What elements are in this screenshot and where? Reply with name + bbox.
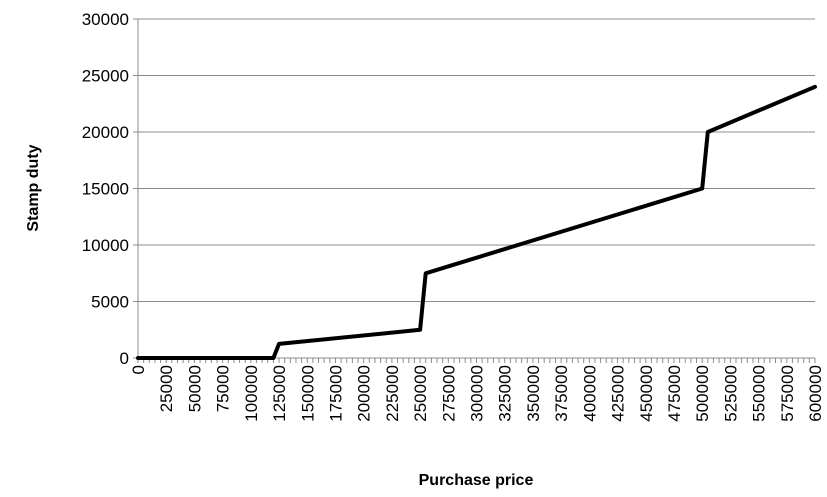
x-tick-label: 75000	[214, 365, 233, 412]
x-axis-title: Purchase price	[419, 472, 534, 489]
series-line	[136, 84, 817, 360]
x-tick-label: 125000	[270, 365, 289, 422]
x-tick-label: 400000	[580, 365, 599, 422]
gridlines	[138, 18, 815, 302]
y-tick-label: 5000	[91, 293, 129, 312]
x-tick-label: 575000	[778, 365, 797, 422]
x-tick-label: 100000	[242, 365, 261, 422]
x-tick-label: 475000	[665, 365, 684, 422]
x-tick-label: 200000	[355, 365, 374, 422]
x-tick-label: 525000	[721, 365, 740, 422]
series-group	[136, 84, 817, 360]
axes	[133, 18, 816, 363]
y-tick-label: 30000	[82, 10, 129, 29]
x-tick-label: 225000	[383, 365, 402, 422]
x-tick-label: 25000	[157, 365, 176, 412]
x-tick-label: 450000	[637, 365, 656, 422]
y-tick-label: 25000	[82, 67, 129, 86]
y-axis-title: Stamp duty	[25, 144, 42, 231]
y-tick-label: 20000	[82, 123, 129, 142]
x-tick-label: 550000	[750, 365, 769, 422]
x-tick-label: 350000	[524, 365, 543, 422]
x-tick-label: 375000	[552, 365, 571, 422]
x-tick-label: 425000	[609, 365, 628, 422]
x-tick-label: 50000	[185, 365, 204, 412]
x-tick-label: 175000	[326, 365, 345, 422]
x-tick-label: 500000	[693, 365, 712, 422]
x-tick-label: 300000	[468, 365, 487, 422]
x-tick-label: 150000	[298, 365, 317, 422]
y-tick-label: 0	[120, 349, 129, 368]
y-tick-label: 15000	[82, 180, 129, 199]
x-tick-label: 0	[129, 365, 148, 374]
x-tick-label: 600000	[806, 365, 825, 422]
y-tick-labels: 0 5000 10000 15000 20000 25000 30000	[82, 10, 129, 368]
x-tick-label: 275000	[439, 365, 458, 422]
x-tick-labels: 0 25000 50000 75000 100000 125000 150000 175000…	[129, 365, 825, 422]
x-tick-label: 250000	[411, 365, 430, 422]
y-tick-label: 10000	[82, 236, 129, 255]
x-tick-label: 325000	[496, 365, 515, 422]
